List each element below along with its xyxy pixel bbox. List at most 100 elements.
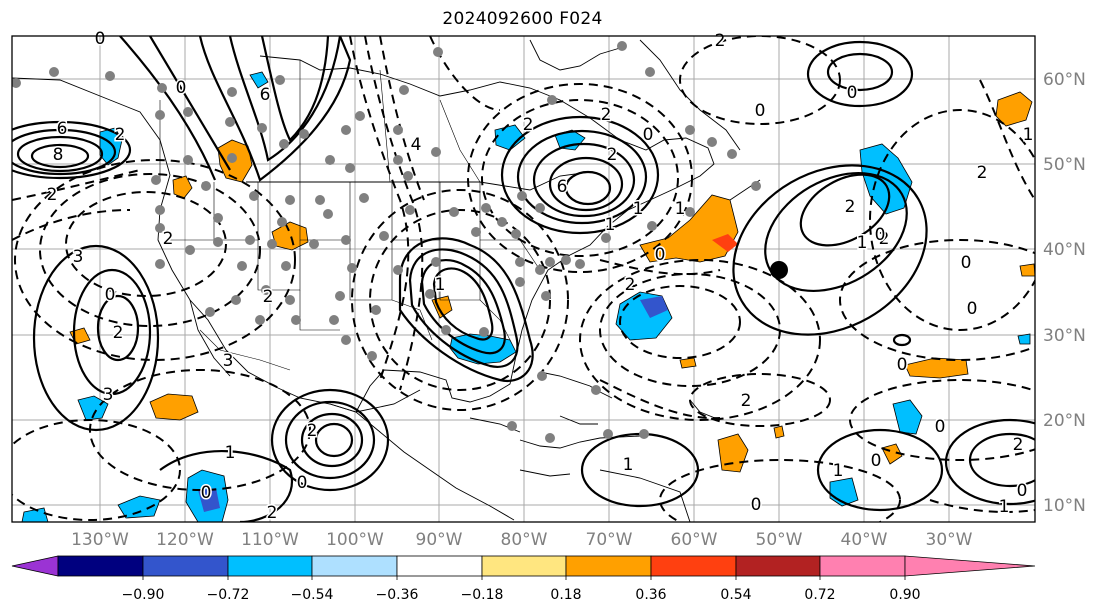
contour-label: 0 xyxy=(297,473,308,493)
lat-label-10n: 10°N xyxy=(1043,496,1086,516)
cb-tick-7: 0.54 xyxy=(720,587,751,603)
colorbar-seg-10 xyxy=(819,555,906,577)
contour-label: 1 xyxy=(833,461,844,481)
cb-tick-6: 0.36 xyxy=(635,587,666,603)
colorbar-seg-9 xyxy=(735,555,821,577)
contour-label: 2 xyxy=(163,229,174,249)
contour-label: 6 xyxy=(557,177,568,197)
colorbar-seg-1 xyxy=(57,555,144,577)
contour-label: 0 xyxy=(875,225,886,245)
lon-label-120w: 120°W xyxy=(156,530,214,550)
gridlines xyxy=(12,36,1035,522)
lon-label-60w: 60°W xyxy=(671,530,718,550)
contour-label: 3 xyxy=(103,385,114,405)
contour-label: 0 xyxy=(935,417,946,437)
lat-label-50n: 50°N xyxy=(1043,155,1086,175)
dashed-contours xyxy=(12,36,1035,522)
lon-label-100w: 100°W xyxy=(326,530,384,550)
colorbar-seg-5 xyxy=(396,555,483,577)
cb-tick-0: −0.90 xyxy=(122,587,165,603)
contour-label: 1 xyxy=(999,497,1010,517)
lon-label-40w: 40°W xyxy=(841,530,888,550)
contour-label: 1 xyxy=(225,443,236,463)
colorbar-seg-11 xyxy=(904,555,1036,577)
contour-label: 0 xyxy=(871,451,882,471)
lat-label-40n: 40°N xyxy=(1043,240,1086,260)
contour-label: 0 xyxy=(751,495,762,515)
political-borders xyxy=(159,60,541,371)
contour-label: 2 xyxy=(263,287,274,307)
contour-label: 2 xyxy=(845,197,856,217)
colorbar-seg-7 xyxy=(565,555,652,577)
contour-label: 2 xyxy=(115,125,126,145)
contour-label: 0 xyxy=(95,29,106,49)
cb-tick-8: 0.72 xyxy=(804,587,835,603)
cb-tick-3: −0.36 xyxy=(376,587,419,603)
map-frame xyxy=(11,35,1036,523)
contour-label: 1 xyxy=(675,199,686,219)
lon-label-70w: 70°W xyxy=(586,530,633,550)
cb-tick-5: 0.18 xyxy=(550,587,581,603)
contour-label: 1 xyxy=(605,215,616,235)
contour-label: 1 xyxy=(857,233,868,253)
colorbar-seg-8 xyxy=(650,555,737,577)
lat-label-30n: 30°N xyxy=(1043,326,1086,346)
contour-label: 2 xyxy=(113,323,124,343)
contour-label: 2 xyxy=(47,185,58,205)
lon-label-90w: 90°W xyxy=(416,530,463,550)
plot-title: 2024092600 F024 xyxy=(442,9,603,29)
contour-label: 3 xyxy=(223,351,234,371)
contour-label: 1 xyxy=(633,199,644,219)
contour-label: 0 xyxy=(643,125,654,145)
colorbar-seg-0 xyxy=(11,555,59,577)
contour-label: 4 xyxy=(411,135,422,155)
contour-label: 0 xyxy=(897,355,908,375)
lat-label-60n: 60°N xyxy=(1043,70,1086,90)
lon-label-130w: 130°W xyxy=(71,530,129,550)
contour-label: 0 xyxy=(105,285,116,305)
contour-label: 2 xyxy=(1013,435,1024,455)
colorbar-seg-6 xyxy=(481,555,567,577)
contour-label: 1 xyxy=(1023,125,1034,145)
lon-label-30w: 30°W xyxy=(926,530,973,550)
contour-label: 2 xyxy=(879,229,890,249)
contour-label: 1 xyxy=(623,455,634,475)
storm-center-marker xyxy=(770,261,788,279)
latitude-axis: 60°N 50°N 40°N 30°N 20°N 10°N xyxy=(1043,70,1086,516)
contour-label: 2 xyxy=(307,421,318,441)
colorbar-seg-2 xyxy=(142,555,229,577)
lon-label-50w: 50°W xyxy=(756,530,803,550)
coastlines xyxy=(12,39,761,522)
colorbar-seg-3 xyxy=(227,555,313,577)
contour-label: 0 xyxy=(176,78,187,98)
contour-label: 0 xyxy=(201,483,212,503)
contour-label: 2 xyxy=(715,31,726,51)
contour-label: 2 xyxy=(523,115,534,135)
longitude-axis: 130°W 120°W 110°W 100°W 90°W 80°W 70°W 6… xyxy=(71,530,973,550)
contour-label: 2 xyxy=(267,503,278,523)
contour-label: 0 xyxy=(961,253,972,273)
lon-label-80w: 80°W xyxy=(501,530,548,550)
cb-tick-9: 0.90 xyxy=(889,587,920,603)
contour-label: 0 xyxy=(1017,481,1028,501)
cb-tick-4: −0.18 xyxy=(461,587,504,603)
contour-label: 0 xyxy=(967,299,978,319)
map-panel[interactable] xyxy=(0,36,1080,540)
colorbar xyxy=(11,555,1036,580)
contour-label: 0 xyxy=(655,245,666,265)
colorbar-seg-4 xyxy=(311,555,398,577)
lat-label-20n: 20°N xyxy=(1043,411,1086,431)
contour-label: 8 xyxy=(53,145,64,165)
lon-label-110w: 110°W xyxy=(241,530,299,550)
station-markers xyxy=(12,41,761,443)
cb-tick-1: −0.72 xyxy=(207,587,250,603)
contour-label: 3 xyxy=(73,247,84,267)
colorbar-ticks: −0.90 −0.72 −0.54 −0.36 −0.18 0.18 0.36 … xyxy=(122,587,921,603)
contour-label: 6 xyxy=(260,85,271,105)
contour-label: 2 xyxy=(977,163,988,183)
contour-label: 0 xyxy=(755,101,766,121)
contour-label: 6 xyxy=(57,119,68,139)
contour-label: 2 xyxy=(625,275,636,295)
